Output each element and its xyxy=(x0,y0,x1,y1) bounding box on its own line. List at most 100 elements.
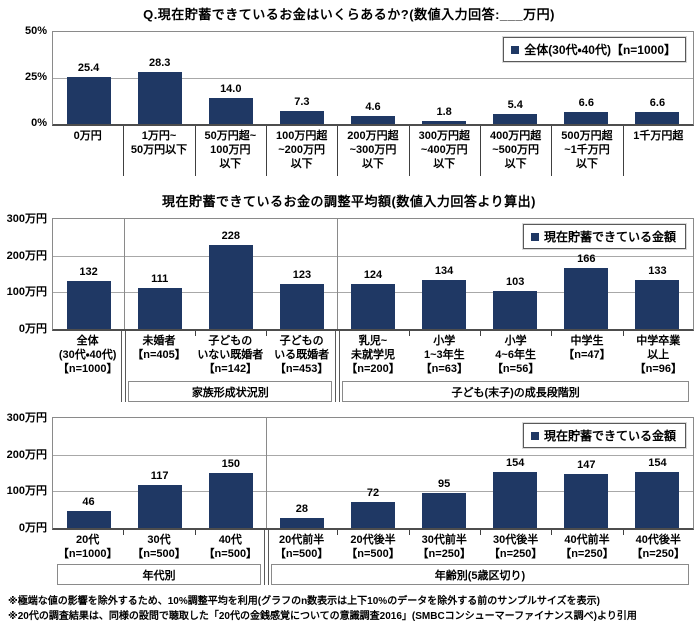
gridline xyxy=(53,78,693,79)
plot-column: 現在貯蓄できている金額 132 111 228 123 124 134 103 166 133 … xyxy=(52,218,694,402)
bar-cell: 133 xyxy=(622,219,693,329)
footnote-line: ※極端な値の影響を除外するため、10%調整平均を利用(グラフのn数表示は上下10… xyxy=(8,596,600,607)
bar-cell: 132 xyxy=(53,219,124,329)
bar-cell: 28 xyxy=(266,418,337,528)
chart-body: 50% 25% 0% 全体(30代・40代)【n=1000】 25.4 28.3 14.… xyxy=(4,25,694,178)
bar-cell: 134 xyxy=(409,219,480,329)
bar xyxy=(208,473,253,528)
footnote-line: ※20代の調査結果は、同様の設問で聴取した「20代の金銭感覚についての意識調査2… xyxy=(8,611,637,622)
plot-group-separator xyxy=(124,219,126,329)
x-axis-labels: 20代 【n=1000】 30代 【n=500】 40代 【n=500】 20代前半 … xyxy=(52,530,694,562)
bar-cell: 6.6 xyxy=(622,32,693,124)
legend-label: 現在貯蓄できている金額 xyxy=(543,429,676,443)
y-axis: 300万円 200万円 100万円 0万円 xyxy=(4,213,52,335)
category-divider xyxy=(408,126,410,176)
category-divider xyxy=(266,331,267,336)
bar-value-label: 124 xyxy=(363,268,383,281)
y-tick-label: 300万円 xyxy=(6,412,47,424)
category-divider xyxy=(123,126,125,176)
bar-cell: 111 xyxy=(124,219,195,329)
bar-value-label: 5.4 xyxy=(507,99,523,112)
category-divider xyxy=(622,331,624,336)
bar xyxy=(564,268,609,329)
x-category-label: 小学 1~3年生 【n=63】 xyxy=(420,335,468,375)
y-tick-label: 0% xyxy=(31,117,47,129)
bar xyxy=(422,120,467,124)
bar-value-label: 103 xyxy=(506,276,525,289)
bar-cell: 124 xyxy=(337,219,408,329)
bar-cell: 147 xyxy=(551,418,622,528)
group-label-row: 年代別 年齢別(5歳区切り) xyxy=(52,564,694,585)
y-tick-label: 0万円 xyxy=(18,522,47,534)
bar-value-label: 150 xyxy=(221,458,240,470)
x-category-label: 1万円~ 50万円以下 xyxy=(130,130,188,156)
bar-cell: 6.6 xyxy=(551,32,622,124)
bar xyxy=(350,501,396,528)
category-divider xyxy=(480,331,481,336)
bar-value-label: 46 xyxy=(82,496,95,509)
bar-value-label: 228 xyxy=(221,230,240,243)
bar-value-label: 6.6 xyxy=(578,96,594,109)
x-category-label: 100万円超 ~200万円 以下 xyxy=(275,130,328,170)
bar-cell: 166 xyxy=(551,219,622,329)
chart-average-by-family: 現在貯蓄できているお金の調整平均額(数値入力回答より算出) 300万円 200万円… xyxy=(4,191,694,402)
x-category-label: 300万円超 ~400万円 以下 xyxy=(418,130,470,170)
bar-value-label: 6.6 xyxy=(649,96,666,109)
category-divider xyxy=(123,530,125,535)
bar-cell: 4.6 xyxy=(337,32,408,124)
bar-value-label: 28.3 xyxy=(148,56,171,69)
bar-value-label: 25.4 xyxy=(77,62,100,75)
gridline xyxy=(53,454,693,456)
bar-value-label: 117 xyxy=(150,470,169,483)
bar-cell: 123 xyxy=(266,219,337,329)
gridline xyxy=(53,255,693,257)
bar xyxy=(635,280,680,329)
bar-cell: 117 xyxy=(124,418,195,528)
group-box: 家族形成状況別 xyxy=(128,381,333,402)
chart-body: 300万円 200万円 100万円 0万円 現在貯蓄できている金額 46 117 150 2… xyxy=(4,412,694,585)
x-category-label: 乳児~ 未就学児 【n=200】 xyxy=(346,335,400,375)
bar xyxy=(350,283,396,329)
x-category-label: 子どもの いない既婚者 【n=142】 xyxy=(197,335,264,375)
bar xyxy=(66,280,111,329)
bar xyxy=(66,511,111,528)
bar xyxy=(137,288,182,329)
chart-body: 300万円 200万円 100万円 0万円 現在貯蓄できている金額 132 111 228… xyxy=(4,213,694,402)
x-category-label: 500万円超 ~1千万円 以下 xyxy=(561,130,613,170)
bar-value-label: 154 xyxy=(648,456,667,469)
x-category-label: 20代 【n=1000】 xyxy=(57,534,118,560)
x-axis-labels: 0万円 1万円~ 50万円以下 50万円超~ 100万円 以下 100万円超 ~200… xyxy=(52,126,694,178)
group-box: 年齢別(5歳区切り) xyxy=(270,564,689,585)
bar-cell: 72 xyxy=(337,418,408,528)
chart-title: Q.現在貯蓄できているお金はいくらあるか?(数値入力回答:___万円) xyxy=(143,7,555,22)
x-category-label: 子どもの いる既婚者 【n=453】 xyxy=(274,335,330,375)
x-category-label: 30代 【n=500】 xyxy=(132,534,186,560)
plot-column: 全体(30代・40代)【n=1000】 25.4 28.3 14.0 7.3 4.6 1.… xyxy=(52,31,694,178)
bar xyxy=(635,111,680,124)
category-divider xyxy=(480,530,481,535)
plot-area: 全体(30代・40代)【n=1000】 25.4 28.3 14.0 7.3 4.6 1.… xyxy=(52,31,694,126)
bar xyxy=(137,71,182,124)
chart-title: 現在貯蓄できているお金の調整平均額(数値入力回答より算出) xyxy=(162,194,536,209)
x-category-label: 未婚者 【n=405】 xyxy=(132,335,186,361)
bar xyxy=(137,485,182,528)
y-tick-label: 50% xyxy=(24,25,47,37)
x-category-label: 200万円超 ~300万円 以下 xyxy=(347,130,399,170)
x-category-label: 30代前半 【n=250】 xyxy=(417,534,472,560)
plot-column: 現在貯蓄できている金額 46 117 150 28 72 95 154 147 154 20代 … xyxy=(52,417,694,585)
gridline xyxy=(53,491,693,493)
category-divider xyxy=(480,126,481,176)
bar-cell: 103 xyxy=(480,219,551,329)
bar xyxy=(208,98,253,124)
bar-cell: 150 xyxy=(195,418,266,528)
bar-value-label: 134 xyxy=(434,264,454,277)
x-category-label: 50万円超~ 100万円 以下 xyxy=(204,130,257,170)
y-tick-label: 100万円 xyxy=(6,286,47,299)
category-divider xyxy=(408,331,410,336)
bar-value-label: 133 xyxy=(648,265,667,278)
x-category-label: 小学 4~6年生 【n=56】 xyxy=(491,335,540,375)
bar-cell: 1.8 xyxy=(409,32,480,124)
bar-value-label: 154 xyxy=(506,456,525,469)
x-category-label: 400万円超 ~500万円 以下 xyxy=(489,130,542,170)
x-category-label: 20代前半 【n=500】 xyxy=(274,534,329,560)
